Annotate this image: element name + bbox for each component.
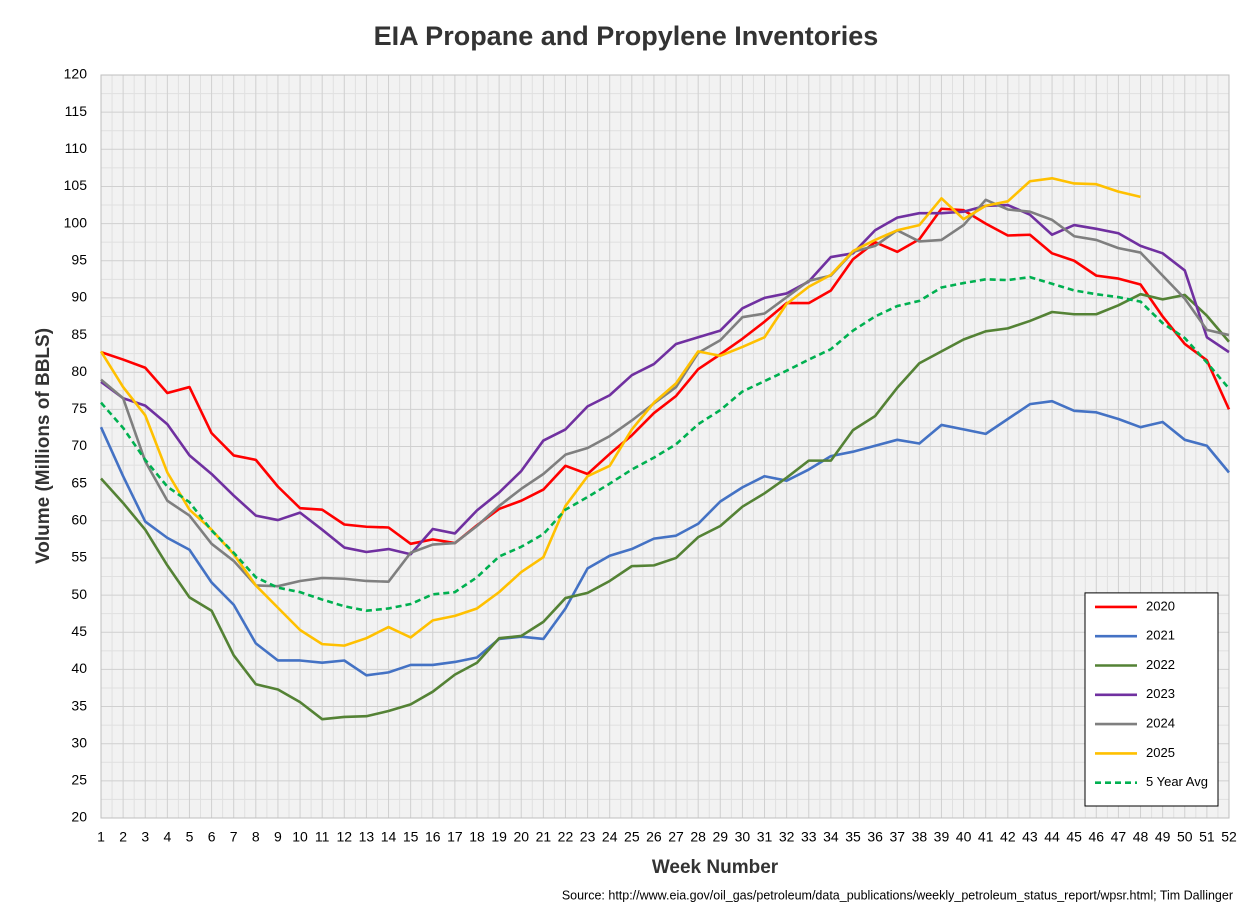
x-tick-label: 18 [469, 829, 485, 845]
x-tick-label: 9 [274, 829, 282, 845]
plot-border [100, 74, 1230, 819]
x-tick-label: 49 [1155, 829, 1171, 845]
y-tick-label: 40 [71, 660, 87, 676]
x-tick-label: 19 [491, 829, 507, 845]
x-tick-label: 36 [867, 829, 883, 845]
x-tick-label: 37 [889, 829, 905, 845]
x-tick-label: 7 [230, 829, 238, 845]
x-tick-label: 6 [208, 829, 216, 845]
x-tick-label: 21 [536, 829, 552, 845]
x-tick-label: 10 [292, 829, 308, 845]
x-tick-label: 28 [690, 829, 706, 845]
y-tick-label: 105 [64, 177, 88, 193]
x-tick-label: 35 [845, 829, 861, 845]
legend-text: 2022 [1146, 657, 1175, 672]
x-tick-label: 47 [1111, 829, 1127, 845]
y-tick-label: 75 [71, 400, 87, 416]
x-tick-label: 15 [403, 829, 419, 845]
legend: 2020 2021 2022 2023 2024 2025 5 Year Avg [1084, 592, 1219, 807]
x-tick-label: 27 [668, 829, 684, 845]
source-note: Source: http://www.eia.gov/oil_gas/petro… [562, 888, 1233, 902]
y-tick-label: 55 [71, 549, 87, 565]
legend-text: 2020 [1146, 598, 1175, 613]
x-tick-label: 12 [337, 829, 353, 845]
y-tick-label: 120 [64, 66, 88, 82]
x-tick-label: 26 [646, 829, 662, 845]
x-tick-label: 52 [1221, 829, 1237, 845]
legend-text: 2025 [1146, 745, 1175, 760]
x-tick-label: 39 [934, 829, 950, 845]
legend-text: 2023 [1146, 686, 1175, 701]
series-line [100, 198, 1230, 588]
y-tick-label: 115 [65, 103, 88, 119]
x-tick-label: 32 [779, 829, 795, 845]
chart-title: EIA Propane and Propylene Inventories [374, 21, 879, 51]
y-tick-label: 90 [71, 289, 87, 305]
x-tick-label: 31 [757, 829, 773, 845]
x-tick-label: 46 [1089, 829, 1105, 845]
y-tick-label: 80 [71, 363, 87, 379]
y-tick-label: 60 [71, 512, 87, 528]
x-axis-label: Week Number [652, 857, 779, 878]
y-tick-label: 50 [71, 586, 87, 602]
x-tick-label: 24 [602, 829, 618, 845]
x-tick-label: 3 [141, 829, 149, 845]
x-tick-label: 30 [735, 829, 751, 845]
x-tick-label: 41 [978, 829, 994, 845]
series-line [100, 207, 1231, 546]
legend-box [1084, 592, 1219, 807]
x-tick-label: 16 [425, 829, 441, 845]
x-tick-label: 50 [1177, 829, 1193, 845]
x-tick-label: 48 [1133, 829, 1149, 845]
x-tick-label: 40 [956, 829, 972, 845]
y-tick-label: 110 [65, 140, 88, 156]
x-tick-label: 29 [713, 829, 729, 845]
x-tick-label: 5 [186, 829, 194, 845]
x-tick-label: 44 [1044, 829, 1060, 845]
y-tick-label: 45 [71, 623, 87, 639]
x-tick-label: 33 [801, 829, 817, 845]
y-tick-label: 85 [71, 326, 87, 342]
y-tick-label: 30 [71, 734, 87, 750]
series-line [99, 399, 1231, 677]
x-tick-label: 51 [1199, 829, 1215, 845]
y-tick-label: 20 [71, 809, 87, 825]
series-line [100, 275, 1230, 613]
y-axis-label: Volume (Millions of BBLS) [33, 328, 54, 564]
x-tick-label: 13 [359, 829, 375, 845]
x-tick-label: 11 [315, 829, 330, 845]
series-line [100, 203, 1230, 556]
x-tick-label: 2 [119, 829, 127, 845]
x-tick-label: 17 [447, 829, 463, 845]
legend-text: 2024 [1146, 716, 1175, 731]
y-tick-label: 35 [71, 697, 87, 713]
x-tick-label: 14 [381, 829, 397, 845]
y-tick-label: 25 [71, 772, 87, 788]
x-tick-label: 34 [823, 829, 839, 845]
x-tick-label: 38 [912, 829, 928, 845]
legend-text: 2021 [1146, 628, 1175, 643]
y-tick-label: 95 [71, 251, 87, 267]
x-tick-label: 45 [1066, 829, 1082, 845]
x-tick-label: 1 [97, 829, 105, 845]
x-tick-label: 4 [163, 829, 171, 845]
legend-text: 5 Year Avg [1146, 774, 1208, 789]
x-tick-label: 20 [513, 829, 529, 845]
x-tick-label: 23 [580, 829, 596, 845]
x-tick-label: 42 [1000, 829, 1016, 845]
x-tick-label: 25 [624, 829, 640, 845]
series-line [99, 176, 1141, 647]
x-tick-label: 43 [1022, 829, 1038, 845]
y-tick-label: 100 [64, 214, 88, 230]
x-tick-label: 8 [252, 829, 260, 845]
y-tick-label: 70 [71, 437, 87, 453]
y-tick-label: 65 [71, 474, 87, 490]
series-line [100, 292, 1230, 721]
x-tick-label: 22 [558, 829, 574, 845]
